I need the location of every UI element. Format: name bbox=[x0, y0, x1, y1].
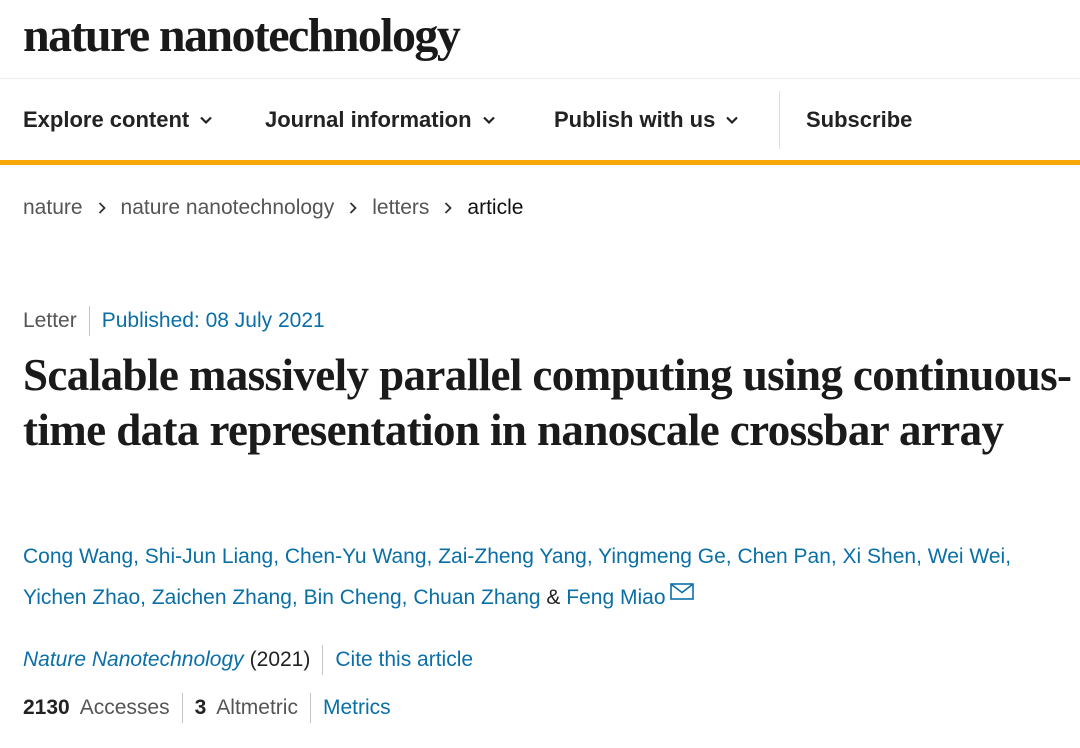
breadcrumb-nature[interactable]: nature bbox=[23, 196, 83, 219]
author-link[interactable]: Cong Wang bbox=[23, 545, 134, 568]
divider bbox=[88, 306, 90, 336]
altmetric-count: 3 bbox=[194, 696, 207, 719]
mail-icon[interactable] bbox=[669, 583, 694, 600]
breadcrumb-current: article bbox=[467, 196, 524, 219]
citation-line: Nature Nanotechnology (2021) Cite this a… bbox=[23, 645, 473, 675]
cite-this-article-link[interactable]: Cite this article bbox=[335, 648, 474, 671]
chevron-down-icon bbox=[726, 116, 739, 124]
nav-journal-information[interactable]: Journal information bbox=[265, 79, 496, 160]
nav-label: Explore content bbox=[23, 106, 190, 132]
author-link[interactable]: Chen Pan bbox=[737, 545, 831, 568]
site-header: nature nanotechnology bbox=[0, 0, 1080, 79]
nav-subscribe[interactable]: Subscribe bbox=[806, 79, 912, 160]
chevron-down-icon bbox=[482, 116, 495, 124]
chevron-right-icon bbox=[443, 201, 453, 215]
journal-name[interactable]: Nature Nanotechnology bbox=[23, 648, 244, 671]
chevron-down-icon bbox=[200, 116, 213, 124]
nav-label: Publish with us bbox=[554, 106, 716, 132]
author-link[interactable]: Yichen Zhao bbox=[23, 586, 141, 609]
article-title: Scalable massively parallel computing us… bbox=[23, 350, 1072, 455]
journal-logo[interactable]: nature nanotechnology bbox=[23, 9, 461, 62]
accesses-count: 2130 bbox=[23, 696, 70, 719]
altmetric-label: Altmetric bbox=[216, 696, 298, 719]
author-link[interactable]: Wei Wei bbox=[927, 545, 1006, 568]
author-link[interactable]: Yingmeng Ge bbox=[598, 545, 726, 568]
chevron-right-icon bbox=[348, 201, 358, 215]
author-link[interactable]: Shi-Jun Liang bbox=[144, 545, 274, 568]
author-link[interactable]: Zaichen Zhang bbox=[151, 586, 292, 609]
nav-publish-with-us[interactable]: Publish with us bbox=[554, 79, 739, 160]
nav-label: Subscribe bbox=[806, 106, 913, 132]
metrics-link[interactable]: Metrics bbox=[322, 696, 391, 719]
article-type: Letter bbox=[23, 309, 77, 332]
author-link[interactable]: Chen-Yu Wang bbox=[284, 545, 427, 568]
accesses-label: Accesses bbox=[79, 696, 170, 719]
nav-label: Journal information bbox=[265, 106, 472, 132]
published-date: Published: 08 July 2021 bbox=[101, 309, 325, 332]
nav-explore-content[interactable]: Explore content bbox=[23, 79, 213, 160]
divider bbox=[181, 693, 183, 723]
divider bbox=[309, 693, 311, 723]
author-link[interactable]: Bin Cheng bbox=[303, 586, 402, 609]
breadcrumb-nature-nanotechnology[interactable]: nature nanotechnology bbox=[120, 196, 335, 219]
article-meta: Letter Published: 08 July 2021 bbox=[23, 306, 325, 336]
chevron-right-icon bbox=[97, 201, 107, 215]
author-link[interactable]: Zai-Zheng Yang bbox=[438, 545, 587, 568]
last-author-separator: & bbox=[540, 586, 567, 609]
divider bbox=[322, 645, 324, 675]
author-list: Cong Wang, Shi-Jun Liang, Chen-Yu Wang, … bbox=[23, 545, 1012, 609]
article-metrics: 2130 Accesses 3 Altmetric Metrics bbox=[23, 693, 391, 723]
author-link[interactable]: Xi Shen bbox=[842, 545, 917, 568]
author-link[interactable]: Feng Miao bbox=[566, 586, 666, 609]
publication-year: (2021) bbox=[249, 648, 311, 671]
breadcrumb: nature nature nanotechnology letters art… bbox=[23, 196, 523, 220]
breadcrumb-letters[interactable]: letters bbox=[372, 196, 430, 219]
main-nav: Explore content Journal information Publ… bbox=[0, 79, 1080, 165]
nav-divider bbox=[779, 91, 780, 149]
author-link[interactable]: Chuan Zhang bbox=[413, 586, 541, 609]
